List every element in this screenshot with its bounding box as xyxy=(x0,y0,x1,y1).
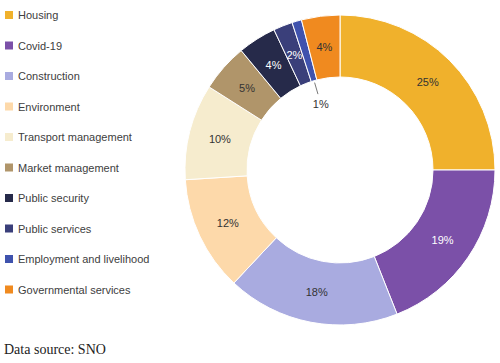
data-label: 4% xyxy=(266,59,282,71)
legend-swatch xyxy=(5,42,13,50)
legend-label: Public security xyxy=(18,192,89,204)
legend-label: Transport management xyxy=(18,131,132,143)
data-label: 12% xyxy=(217,217,239,229)
legend-label: Environment xyxy=(18,101,80,113)
legend-swatch xyxy=(5,225,13,233)
legend: Housing Covid-19 Construction Environment Tr… xyxy=(5,9,149,296)
legend-swatch xyxy=(5,255,13,263)
slice xyxy=(185,176,276,283)
slice xyxy=(374,170,495,314)
slices xyxy=(185,15,495,325)
data-labels: 25% 19% 18% 12% 10% 5% 4% 2% 1% 4% xyxy=(209,41,454,298)
legend-swatch xyxy=(5,103,13,111)
data-label: 4% xyxy=(317,41,333,53)
legend-label: Public services xyxy=(18,223,92,235)
data-label: 2% xyxy=(286,49,302,61)
legend-label: Employment and livelihood xyxy=(18,253,149,265)
legend-swatch xyxy=(5,133,13,141)
legend-label: Construction xyxy=(18,70,80,82)
data-label: 1% xyxy=(313,98,329,110)
slice xyxy=(340,15,495,170)
legend-label: Housing xyxy=(18,9,58,21)
slice xyxy=(301,15,340,80)
legend-swatch xyxy=(5,164,13,172)
data-label: 5% xyxy=(239,82,255,94)
data-label: 25% xyxy=(417,76,439,88)
legend-swatch xyxy=(5,72,13,80)
legend-swatch xyxy=(5,194,13,202)
legend-swatch xyxy=(5,286,13,294)
legend-label: Governmental services xyxy=(18,284,131,296)
data-label: 10% xyxy=(209,133,231,145)
legend-label: Covid-19 xyxy=(18,40,62,52)
data-label: 19% xyxy=(432,234,454,246)
leader-line xyxy=(315,83,318,95)
chart-svg: 25% 19% 18% 12% 10% 5% 4% 2% 1% 4% Housing Covid-19… xyxy=(0,0,500,363)
chart-root: 25% 19% 18% 12% 10% 5% 4% 2% 1% 4% Housing Covid-19… xyxy=(0,0,500,363)
data-label: 18% xyxy=(306,286,328,298)
legend-label: Market management xyxy=(18,162,119,174)
legend-swatch xyxy=(5,11,13,19)
source-note: Data source: SNO xyxy=(4,342,106,357)
